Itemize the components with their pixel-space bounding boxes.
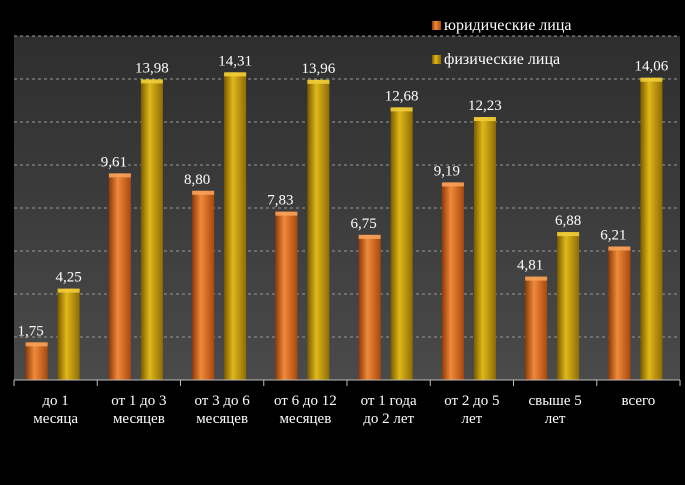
bar-top	[525, 276, 548, 281]
bar-individual-7	[640, 77, 663, 381]
legend-swatch-0	[432, 21, 441, 30]
bar-legal-3	[275, 211, 298, 380]
bar-legal-2	[192, 190, 215, 380]
bar-top	[390, 107, 413, 112]
data-label: 6,75	[351, 216, 377, 232]
bar-top	[275, 211, 298, 216]
data-label: 1,75	[18, 323, 44, 339]
category-label: от 3 до 6 месяцев	[195, 393, 251, 427]
data-label: 6,88	[555, 213, 581, 229]
category-label: от 1 до 3 месяцев	[111, 393, 166, 427]
data-label: 14,06	[635, 59, 669, 75]
bar-top	[608, 246, 631, 251]
bar-legal-5	[441, 182, 464, 380]
bar-top	[224, 72, 247, 77]
legend-label-1: физические лица	[444, 51, 560, 68]
bar-individual-5	[473, 117, 496, 381]
bar-top	[192, 190, 215, 195]
category-label: всего	[621, 393, 655, 409]
bar-top	[140, 79, 163, 84]
bar-top	[640, 77, 663, 82]
category-label: до 1 месяца	[33, 393, 78, 427]
legend-label-0: юридические лица	[444, 17, 572, 34]
bar-legal-0	[25, 342, 48, 380]
category-label: от 1 года до 2 лет	[361, 393, 417, 427]
bar-top	[441, 182, 464, 187]
bar-top	[557, 232, 580, 237]
data-label: 8,80	[184, 172, 210, 188]
data-label: 9,19	[434, 163, 460, 179]
bar-top	[108, 173, 131, 178]
data-label: 12,23	[468, 98, 502, 114]
data-label: 13,96	[302, 61, 336, 77]
bar-legal-7	[608, 246, 631, 380]
data-label: 4,25	[56, 270, 82, 286]
bar-individual-1	[140, 79, 163, 381]
bar-top	[57, 288, 80, 293]
legend-swatch-1	[432, 55, 441, 64]
bar-top	[473, 117, 496, 122]
bar-legal-4	[358, 234, 381, 380]
bar-individual-6	[557, 232, 580, 380]
bar-individual-2	[224, 72, 247, 381]
bar-individual-3	[307, 79, 330, 381]
bar-individual-4	[390, 107, 413, 380]
category-label: свыше 5 лет	[528, 393, 581, 427]
data-label: 6,21	[600, 227, 626, 243]
bar-top	[25, 342, 48, 347]
data-label: 4,81	[517, 258, 543, 274]
bar-top	[307, 79, 330, 84]
category-label: от 2 до 5 лет	[444, 393, 499, 427]
data-label: 9,61	[101, 154, 127, 170]
category-label: от 6 до 12 месяцев	[274, 393, 337, 427]
data-label: 14,31	[218, 53, 252, 69]
data-label: 13,98	[135, 60, 169, 76]
data-label: 7,83	[267, 193, 293, 209]
bar-top	[358, 234, 381, 239]
data-label: 12,68	[385, 88, 419, 104]
bar-individual-0	[57, 288, 80, 380]
bar-legal-1	[108, 173, 131, 380]
bar-legal-6	[525, 276, 548, 380]
